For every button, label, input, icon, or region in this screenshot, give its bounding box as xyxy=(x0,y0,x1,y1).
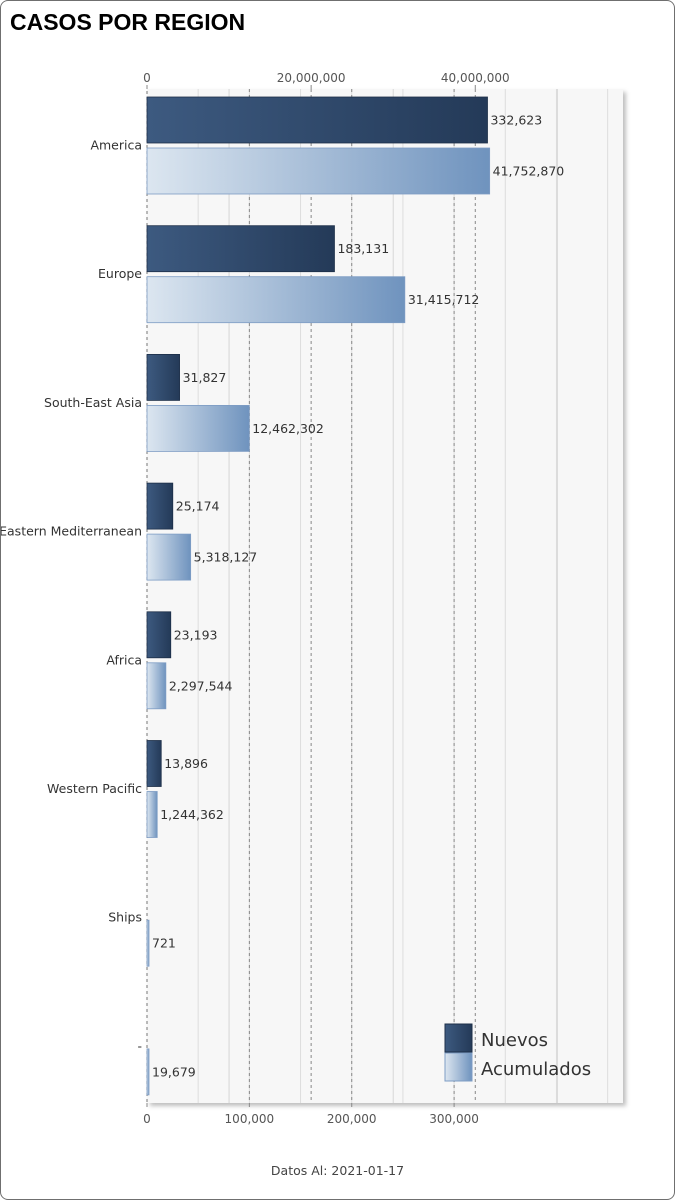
bar-nuevos xyxy=(146,482,174,530)
data-date-footer: Datos Al: 2021-01-17 xyxy=(270,1163,405,1178)
bottom-tick-label: 200,000 xyxy=(327,1112,377,1126)
category-label: Western Pacific xyxy=(47,781,142,796)
category-label: Africa xyxy=(106,652,142,667)
bar-acumulados-label: 41,752,870 xyxy=(493,164,565,179)
bar-acumulados-label: 2,297,544 xyxy=(169,678,233,693)
legend-label-nuevos: Nuevos xyxy=(481,1030,548,1051)
category-label: Ships xyxy=(108,910,142,925)
legend: Nuevos Acumulados xyxy=(444,1023,591,1082)
bar-nuevos-label: 332,623 xyxy=(490,113,542,128)
category-label: Eastern Mediterranean xyxy=(1,524,142,539)
legend-swatch-acumulados xyxy=(444,1052,473,1082)
top-tick-label: 40,000,000 xyxy=(441,71,510,85)
bottom-tick-label: 100,000 xyxy=(225,1112,275,1126)
bar-nuevos-label: 25,174 xyxy=(176,499,220,514)
category-label: Europe xyxy=(98,266,142,281)
bar-acumulados-label: 721 xyxy=(152,936,176,951)
bar-nuevos-label: 183,131 xyxy=(337,241,389,256)
bar-acumulados xyxy=(146,662,167,710)
bottom-tick-label: 300,000 xyxy=(429,1112,479,1126)
bar-acumulados xyxy=(146,791,158,838)
category-label: - xyxy=(137,1038,142,1053)
bar-acumulados xyxy=(146,404,250,452)
legend-label-acumulados: Acumulados xyxy=(481,1059,591,1080)
top-tick-label: 0 xyxy=(143,71,151,85)
bar-acumulados-label: 5,318,127 xyxy=(194,550,258,565)
bar-acumulados xyxy=(146,533,192,581)
category-label: South-East Asia xyxy=(44,395,142,410)
bar-acumulados-label: 12,462,302 xyxy=(252,421,324,436)
bar-nuevos xyxy=(146,611,172,659)
bar-nuevos xyxy=(146,353,180,401)
category-label: America xyxy=(90,138,142,153)
bar-nuevos-label: 31,827 xyxy=(183,370,227,385)
bottom-tick-label: 0 xyxy=(143,1112,151,1126)
bar-nuevos-label: 13,896 xyxy=(164,756,208,771)
bar-acumulados-label: 31,415,712 xyxy=(408,292,480,307)
legend-swatch-nuevos xyxy=(444,1023,473,1053)
bar-nuevos xyxy=(146,740,162,787)
bar-nuevos xyxy=(146,225,335,273)
bar-acumulados-label: 19,679 xyxy=(152,1064,196,1079)
top-tick-label: 20,000,000 xyxy=(277,71,346,85)
bar-nuevos-label: 23,193 xyxy=(174,627,218,642)
bar-acumulados xyxy=(146,919,150,967)
bar-acumulados xyxy=(146,1048,150,1096)
bar-nuevos xyxy=(146,96,488,144)
chart-title: CASOS POR REGION xyxy=(10,9,246,35)
bar-acumulados xyxy=(146,276,406,324)
bar-acumulados xyxy=(146,147,491,195)
bar-acumulados-label: 1,244,362 xyxy=(160,807,224,822)
